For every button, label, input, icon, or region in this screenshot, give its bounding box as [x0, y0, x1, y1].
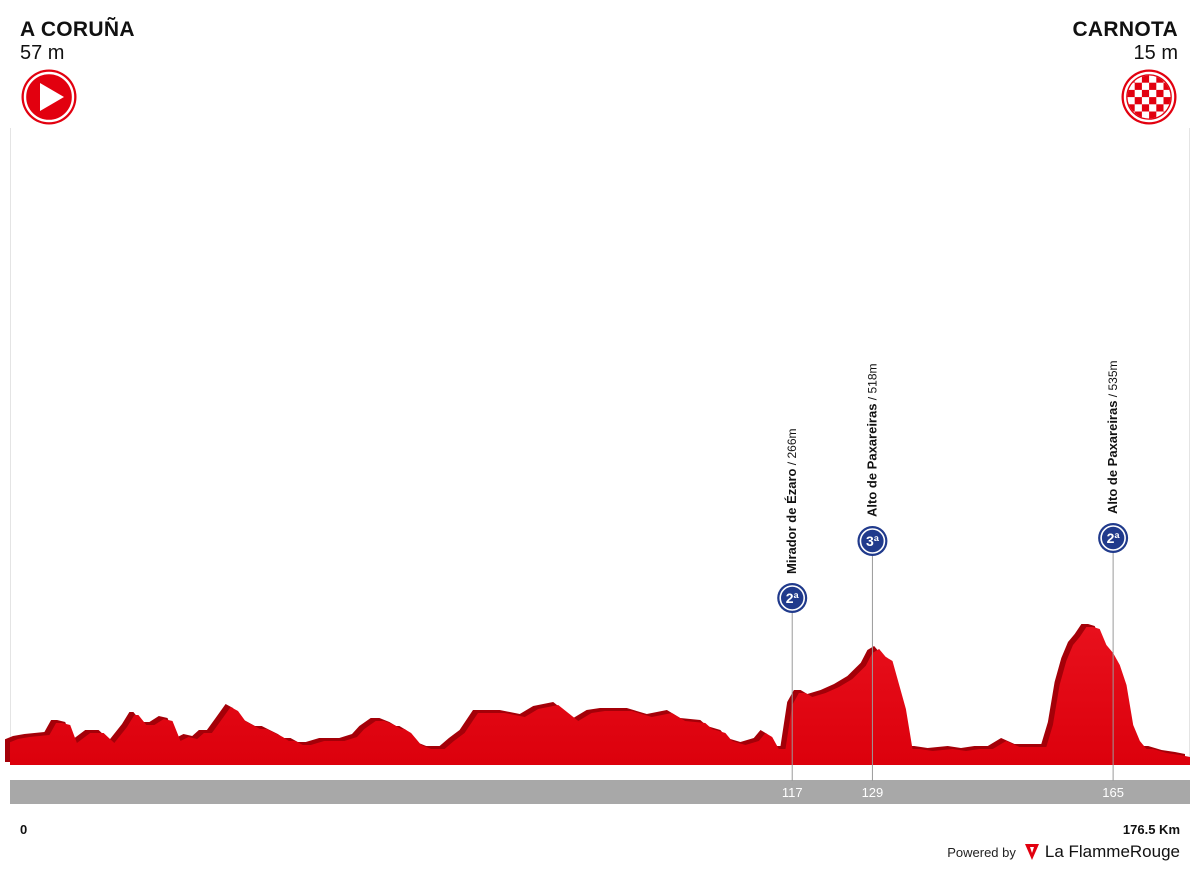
start-flag-icon — [21, 69, 77, 125]
climb-marker: 3ª Alto de Paxareiras / 518m 129 — [857, 364, 888, 800]
climb-category-badge — [777, 583, 808, 613]
checker-square — [1149, 111, 1157, 119]
checker-square — [1141, 75, 1150, 83]
climb-separator: / — [865, 394, 879, 404]
powered-by-text: Powered by — [947, 844, 1016, 860]
checker-square — [1141, 104, 1150, 112]
brand-logo: La FlammeRouge — [1024, 842, 1180, 862]
climb-category-badge — [1098, 523, 1129, 553]
climb-category: 2ª — [786, 590, 800, 606]
checker-square — [1163, 82, 1171, 90]
profile-baseline — [10, 765, 1190, 780]
climb-badge-ring — [1100, 525, 1126, 551]
climb-marker: 2ª Mirador de Ézaro / 266m 117 — [777, 428, 808, 800]
flame-rouge-icon — [1024, 844, 1039, 860]
finish-name: CARNOTA — [1072, 18, 1178, 41]
distance-start-label: 0 — [20, 822, 28, 837]
checker-square — [1134, 97, 1142, 105]
checker-square — [1149, 82, 1157, 90]
climb-category: 3ª — [866, 533, 880, 549]
elevation-profile-area — [10, 627, 1190, 765]
climb-km-label: 117 — [782, 785, 803, 800]
start-location: A CORUÑA 57 m — [20, 18, 135, 126]
checker-square — [1127, 89, 1135, 98]
distance-end-label: 176.5 Km — [1122, 822, 1180, 837]
finish-location: CARNOTA 15 m — [1072, 18, 1178, 126]
finish-checkered-flag-icon — [1121, 69, 1177, 125]
checker-square — [1156, 104, 1164, 112]
climb-annotations: 2ª Mirador de Ézaro / 266m 117 3ª Alto de Pa… — [777, 361, 1129, 800]
climb-separator: / — [785, 459, 799, 469]
start-name: A CORUÑA — [20, 18, 135, 41]
checker-square — [1127, 104, 1135, 112]
powered-by-footer: Powered by La FlammeRouge — [947, 842, 1180, 862]
climb-km-label: 129 — [862, 785, 884, 800]
climb-label: Mirador de Ézaro / 266m — [784, 428, 799, 574]
checker-square — [1163, 97, 1171, 105]
checker-square — [1134, 111, 1142, 119]
climb-category-badge — [857, 526, 888, 556]
km-band — [10, 780, 1190, 804]
checker-square — [1141, 89, 1150, 98]
climb-name: Alto de Paxareiras — [1105, 401, 1120, 514]
brand-name: La FlammeRouge — [1044, 842, 1180, 861]
climb-badge-ring — [779, 585, 806, 611]
climb-name: Mirador de Ézaro — [784, 468, 799, 574]
checker-square — [1156, 89, 1164, 98]
climb-label: Alto de Paxareiras / 535m — [1105, 361, 1120, 515]
climb-name: Alto de Paxareiras — [864, 404, 879, 517]
climb-badge-ring — [859, 528, 886, 554]
climb-separator: / — [1106, 391, 1120, 401]
climb-altitude: 518m — [865, 364, 879, 394]
finish-altitude: 15 m — [1133, 42, 1178, 64]
climb-altitude: 266m — [785, 428, 799, 458]
climb-altitude: 535m — [1106, 361, 1120, 391]
checker-square — [1156, 75, 1164, 83]
climb-category: 2ª — [1107, 530, 1121, 546]
climb-label: Alto de Paxareiras / 518m — [864, 364, 879, 518]
start-altitude: 57 m — [20, 42, 65, 64]
climb-km-label: 165 — [1102, 785, 1124, 800]
checker-square — [1149, 97, 1157, 105]
climb-marker: 2ª Alto de Paxareiras / 535m 165 — [1098, 361, 1129, 800]
checker-square — [1134, 82, 1142, 90]
